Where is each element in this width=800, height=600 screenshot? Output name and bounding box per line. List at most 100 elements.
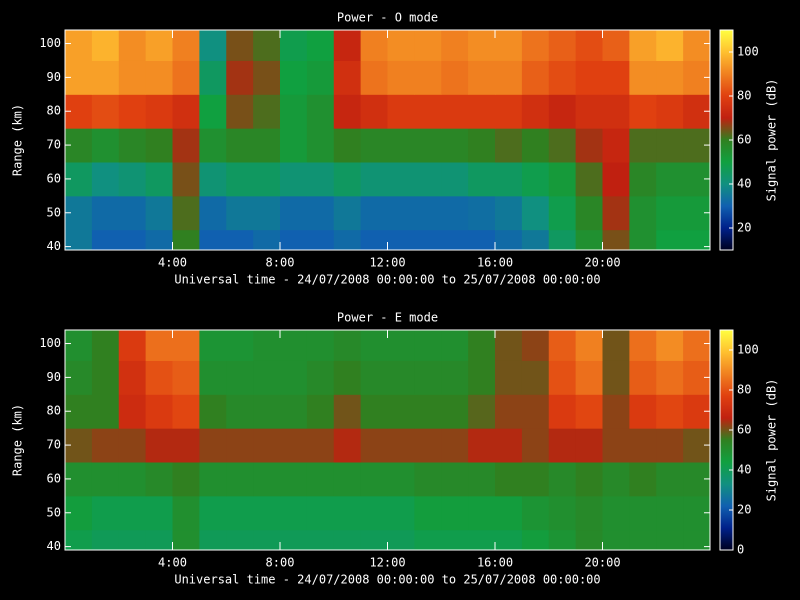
heatmap-cell — [226, 162, 254, 197]
colorbar-tick-label: 80 — [737, 383, 751, 397]
heatmap-cell — [495, 94, 523, 129]
heatmap-cell — [387, 529, 415, 550]
heatmap-cell — [683, 30, 710, 61]
colorbar-tick-label: 40 — [737, 463, 751, 477]
heatmap-cell — [91, 94, 120, 129]
heatmap-cell — [118, 330, 147, 361]
heatmap-cell — [360, 394, 388, 429]
heatmap-cell — [414, 60, 442, 95]
heatmap-cell — [306, 360, 335, 395]
colorbar-label: Signal power (dB) — [765, 379, 779, 502]
heatmap-cell — [172, 529, 200, 550]
heatmap-cell — [521, 30, 550, 61]
heatmap-cell — [468, 229, 496, 250]
heatmap-cell — [683, 330, 710, 361]
heatmap-cell — [118, 394, 147, 429]
heatmap-cell — [226, 94, 254, 129]
heatmap-cell — [172, 94, 200, 129]
heatmap-cell — [226, 495, 254, 531]
heatmap-cell — [199, 394, 227, 429]
heatmap-cell — [280, 360, 308, 395]
heatmap-cell — [91, 330, 120, 361]
heatmap-cell — [253, 60, 281, 95]
heatmap-cell — [468, 462, 496, 497]
heatmap-cell — [521, 60, 550, 95]
y-tick-label: 90 — [47, 370, 61, 384]
heatmap-cell — [575, 394, 603, 429]
heatmap-cell — [280, 195, 308, 231]
heatmap-cell — [468, 330, 496, 361]
heatmap-cell — [118, 195, 147, 231]
heatmap-cell — [333, 360, 362, 395]
chart-title: Power - O mode — [337, 11, 438, 25]
heatmap-cell — [414, 162, 442, 197]
heatmap-cell — [468, 128, 496, 163]
heatmap-cell — [602, 162, 630, 197]
heatmap-cell — [441, 30, 469, 61]
heatmap-cell — [629, 529, 657, 550]
heatmap-cell — [495, 428, 523, 463]
heatmap-cell — [468, 30, 496, 61]
y-axis-label: Range (km) — [11, 404, 25, 476]
heatmap-cell — [333, 195, 362, 231]
heatmap-cell — [468, 428, 496, 463]
heatmap-cell — [575, 330, 603, 361]
heatmap-cell — [602, 360, 630, 395]
heatmap-cell — [414, 229, 442, 250]
heatmap-cell — [306, 128, 335, 163]
heatmap-cell — [548, 495, 577, 531]
heatmap-cell — [226, 195, 254, 231]
heatmap-cell — [118, 229, 147, 250]
colorbar-tick-label: 40 — [737, 177, 751, 191]
heatmap-cell — [360, 529, 388, 550]
heatmap-cell — [656, 162, 684, 197]
heatmap-cell — [65, 229, 93, 250]
x-tick-label: 20:00 — [584, 556, 620, 570]
heatmap-cell — [656, 128, 684, 163]
heatmap-cell — [468, 195, 496, 231]
heatmap-cell — [656, 195, 684, 231]
colorbar-tick-label: 0 — [737, 543, 744, 557]
heatmap-cell — [360, 495, 388, 531]
x-tick-label: 20:00 — [584, 256, 620, 270]
heatmap-cell — [414, 94, 442, 129]
heatmap-cell — [172, 195, 200, 231]
heatmap-cell — [521, 529, 550, 550]
heatmap-cell — [280, 94, 308, 129]
heatmap-cell — [172, 60, 200, 95]
heatmap-cell — [441, 162, 469, 197]
heatmap-cell — [333, 394, 362, 429]
heatmap-cell — [280, 330, 308, 361]
heatmap-cell — [253, 229, 281, 250]
heatmap-cell — [199, 128, 227, 163]
heatmap-cell — [495, 195, 523, 231]
heatmap-cell — [441, 495, 469, 531]
heatmap-cell — [548, 462, 577, 497]
heatmap-cell — [199, 229, 227, 250]
heatmap-cell — [495, 229, 523, 250]
heatmap-cell — [91, 360, 120, 395]
heatmap-cell — [575, 360, 603, 395]
heatmap-cell — [118, 162, 147, 197]
heatmap-cell — [145, 94, 173, 129]
heatmap-cell — [333, 162, 362, 197]
heatmap-cell — [253, 94, 281, 129]
heatmap-cell — [656, 60, 684, 95]
heatmap-cell — [280, 162, 308, 197]
heatmap-cell — [575, 94, 603, 129]
heatmap-cell — [521, 495, 550, 531]
heatmap-cell — [495, 30, 523, 61]
x-tick-label: 12:00 — [369, 256, 405, 270]
heatmap-cell — [333, 428, 362, 463]
heatmap-cell — [360, 330, 388, 361]
heatmap-cell — [280, 30, 308, 61]
heatmap-cell — [495, 60, 523, 95]
heatmap-cell — [468, 360, 496, 395]
y-tick-label: 90 — [47, 70, 61, 84]
heatmap — [65, 30, 710, 250]
heatmap-cell — [414, 195, 442, 231]
heatmap-cell — [495, 495, 523, 531]
heatmap-cell — [306, 229, 335, 250]
colorbar-tick-label: 60 — [737, 133, 751, 147]
heatmap-cell — [414, 330, 442, 361]
